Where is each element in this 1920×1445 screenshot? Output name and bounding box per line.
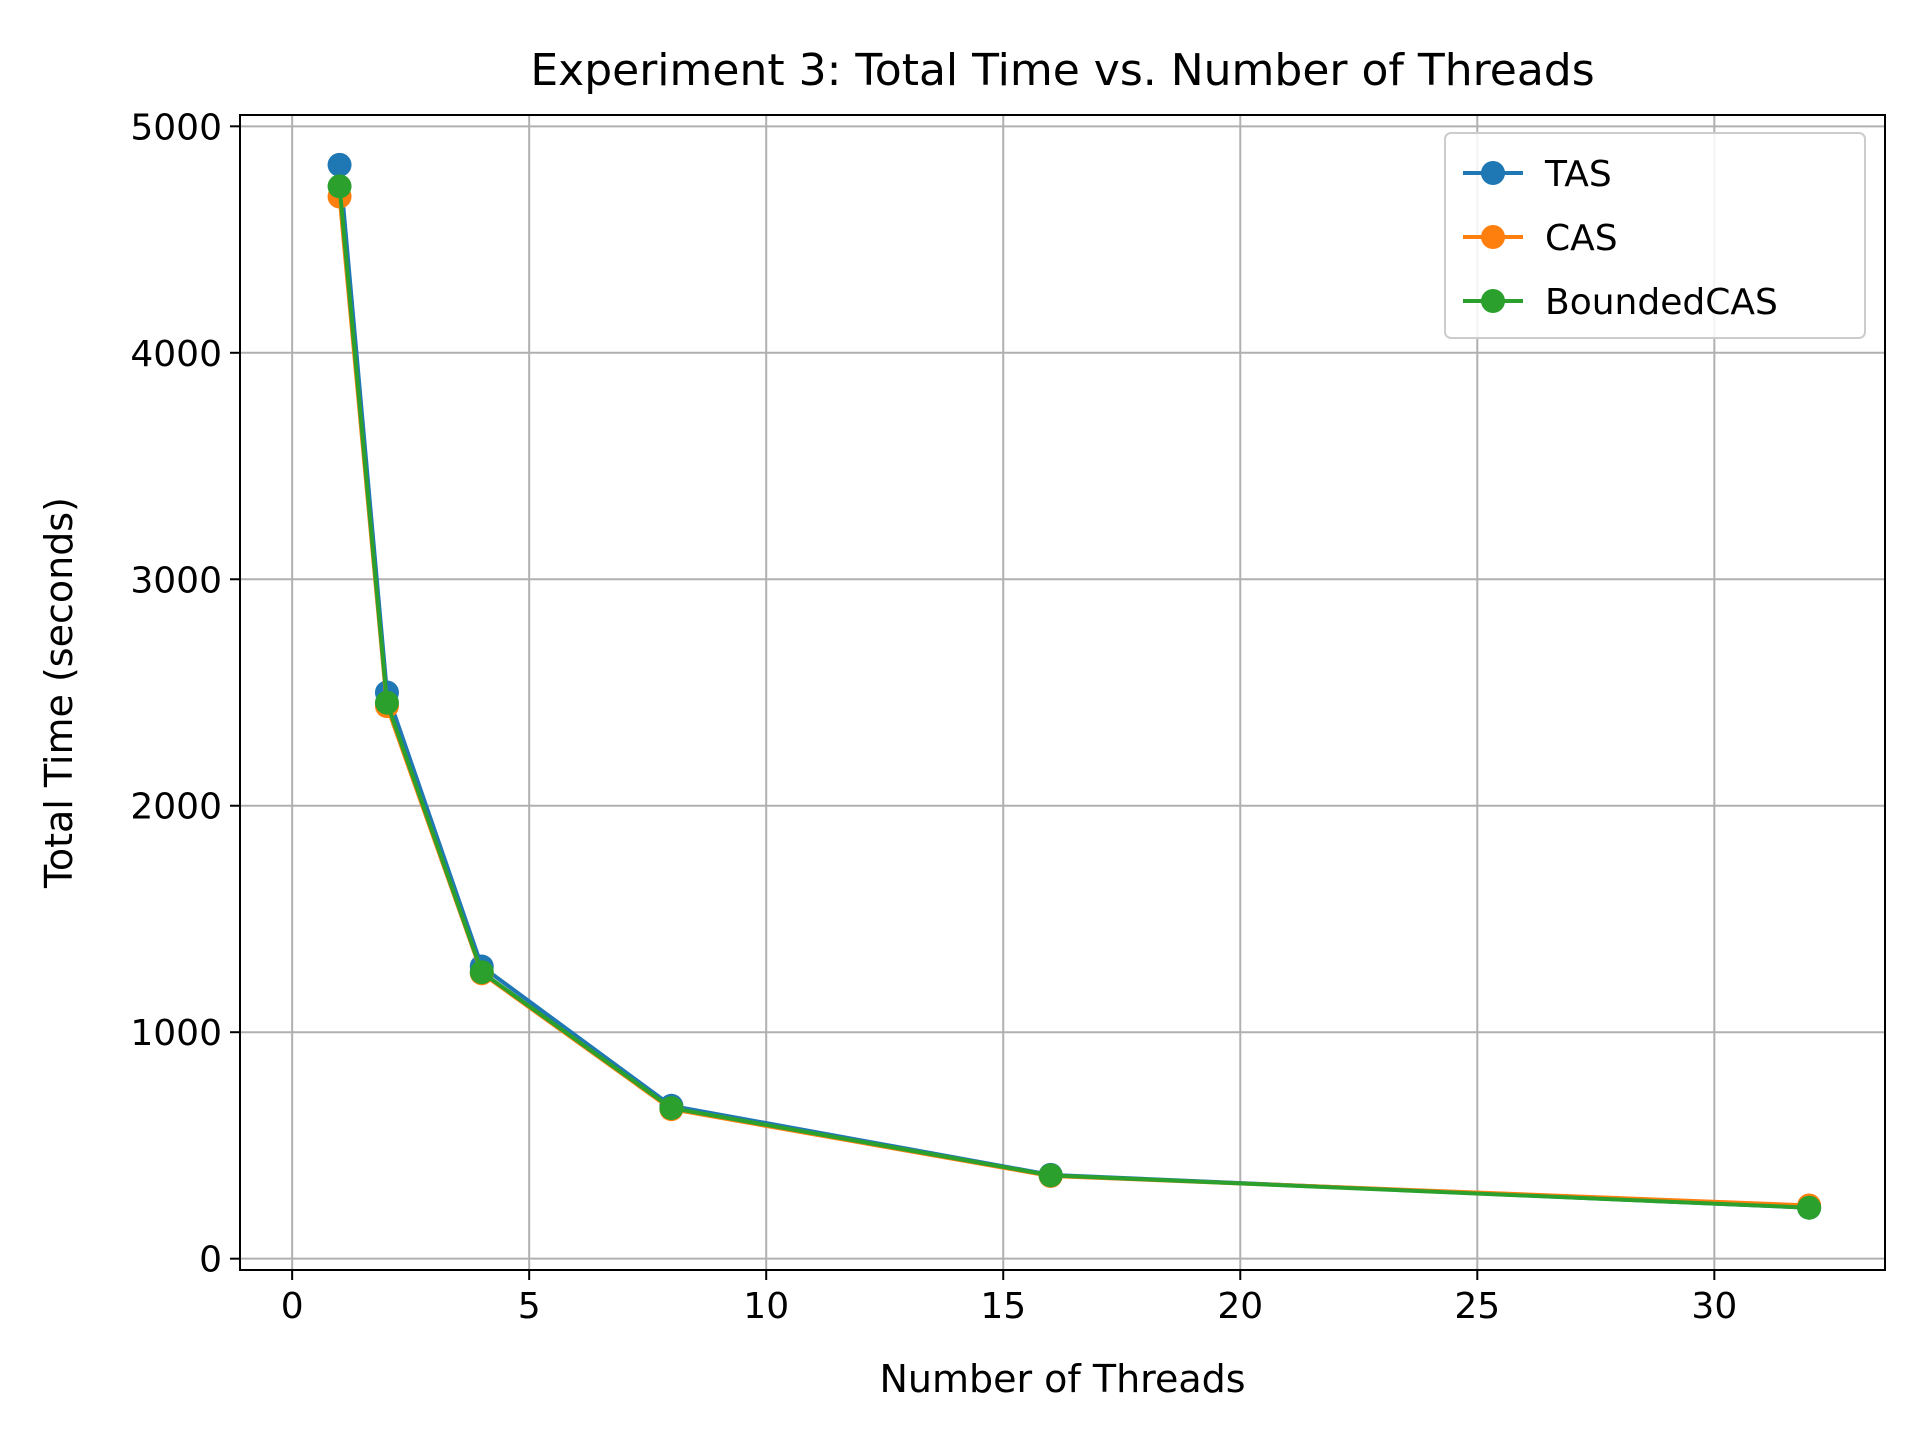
ticks: 0 5 10 15 20 25 30 0 1000 2000 3000 4000 5000 [130,107,1737,1327]
x-tick-label: 25 [1454,1286,1500,1327]
legend-item-tas: TAS [1463,154,1612,195]
y-axis-label: Total Time (seconds) [37,497,81,889]
legend-item-cas: CAS [1463,218,1618,259]
x-tick-label: 10 [743,1286,789,1327]
legend-marker [1481,289,1505,313]
x-tick-label: 20 [1217,1286,1263,1327]
data-point [327,174,352,199]
grid [240,115,1885,1270]
data-point [659,1096,684,1121]
series-boundedcas [327,174,1822,1220]
legend-label: CAS [1545,218,1618,259]
legend-marker [1481,225,1505,249]
y-tick-label: 1000 [130,1013,222,1054]
y-tick-label: 3000 [130,560,222,601]
plot-frame [239,114,1886,1271]
series-line [337,186,1810,1210]
x-tick-label: 15 [980,1286,1026,1327]
x-tick-label: 5 [518,1286,541,1327]
x-axis-label: Number of Threads [879,1357,1245,1401]
y-tick-label: 5000 [130,107,222,148]
x-tick-label: 30 [1691,1286,1737,1327]
chart-title: Experiment 3: Total Time vs. Number of T… [530,45,1594,96]
y-tick-label: 4000 [130,334,222,375]
legend: TAS CAS BoundedCAS [1444,132,1866,339]
legend-label: TAS [1544,154,1612,195]
data-point [327,152,352,177]
data-point [1038,1163,1063,1188]
y-tick-label: 2000 [130,787,222,828]
legend-item-boundedcas: BoundedCAS [1463,282,1778,323]
y-tick-label: 0 [199,1240,222,1281]
x-tick-label: 0 [281,1286,304,1327]
legend-marker [1481,161,1505,185]
data-point [1797,1195,1822,1220]
legend-box [1444,132,1866,339]
data-point [374,690,399,715]
legend-label: BoundedCAS [1545,282,1778,323]
series-layer [327,152,1822,1220]
data-point [469,960,494,985]
